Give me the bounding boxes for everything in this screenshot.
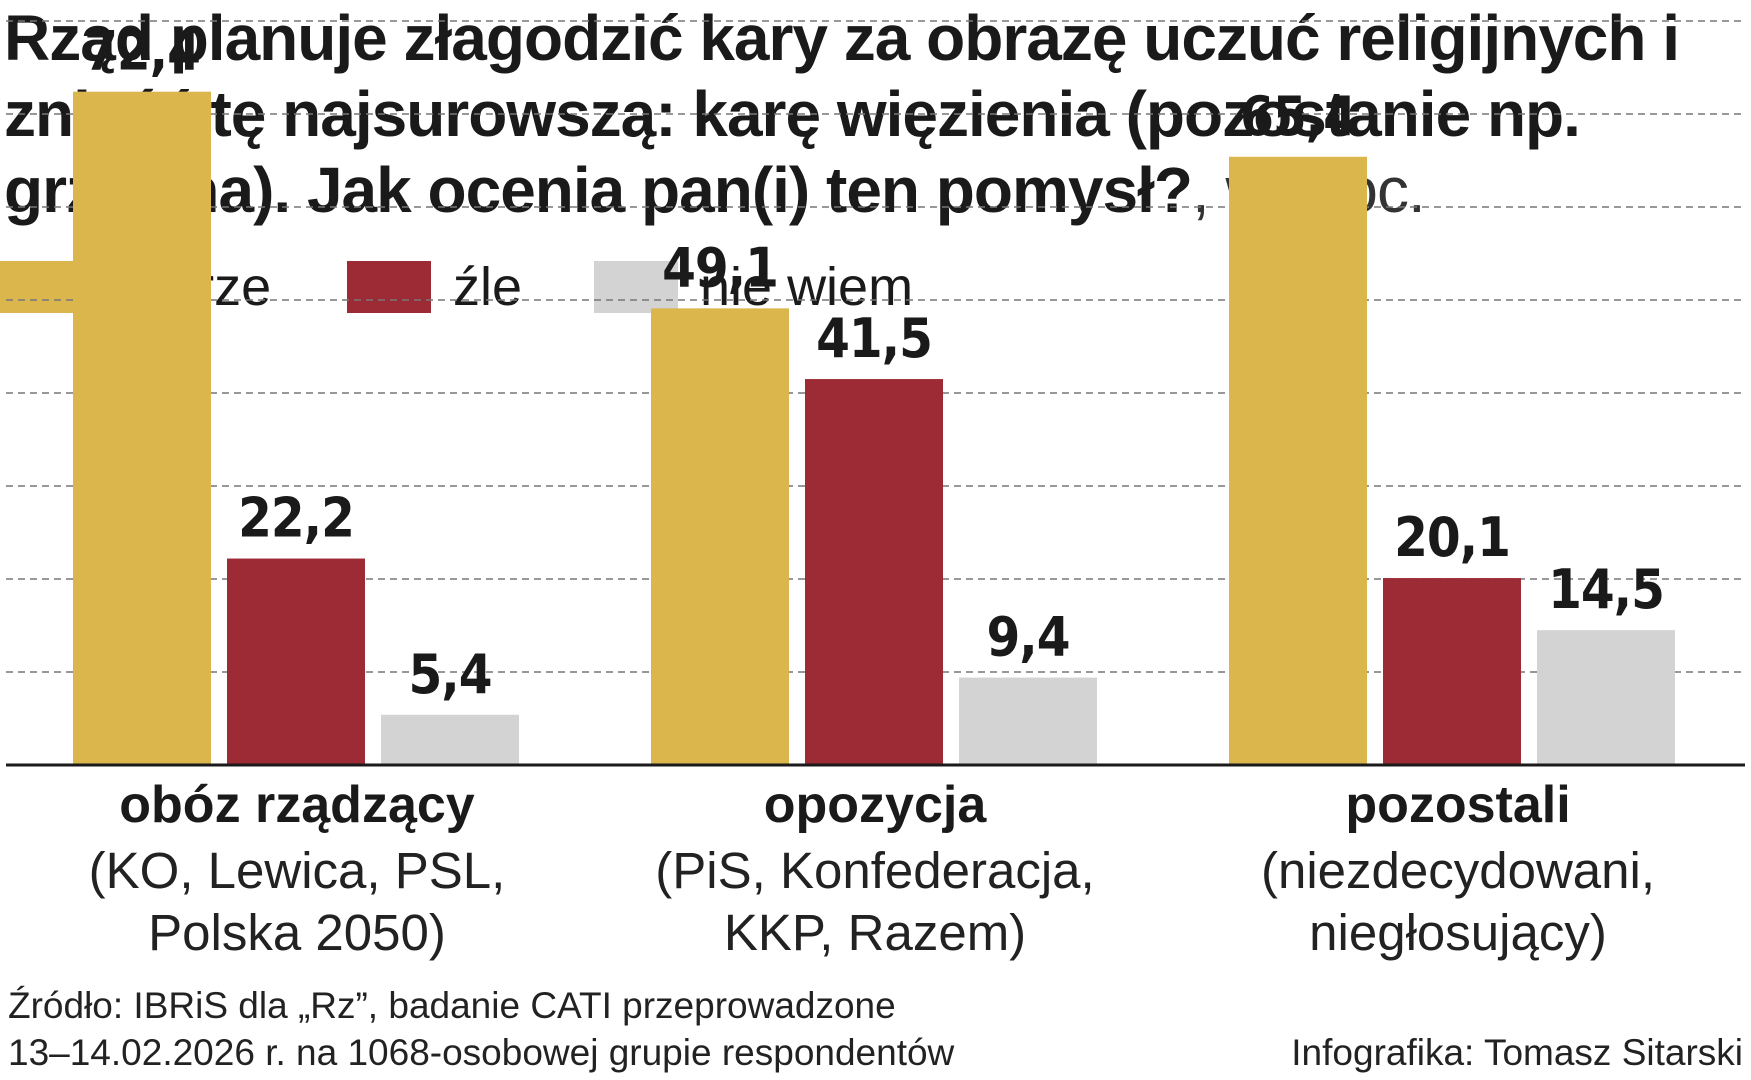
- legend-item-zle: źle: [347, 256, 522, 318]
- data-label-nie_wiem-2: 9,4: [986, 606, 1069, 669]
- category-label-3: pozostali: [1345, 776, 1570, 834]
- infographic-credit: Infografika: Tomasz Sitarski: [1291, 1032, 1743, 1073]
- category-sublabel-2-1: (PiS, Konfederacja,: [655, 842, 1094, 899]
- data-label-dobrze-1: 72,4: [84, 20, 200, 83]
- legend-swatch-nie-wiem: [594, 261, 678, 313]
- data-label-zle-2: 41,5: [816, 307, 932, 370]
- category-sublabel-1-2: Polska 2050): [148, 904, 446, 961]
- category-sublabel-3-1: (niezdecydowani,: [1261, 842, 1655, 899]
- legend-item-nie-wiem: nie wiem: [594, 256, 913, 318]
- legend-label-nie-wiem: nie wiem: [700, 257, 914, 317]
- data-label-nie_wiem-1: 5,4: [408, 643, 491, 706]
- bar-dobrze-1: [73, 91, 211, 766]
- bar-dobrze-3: [1229, 156, 1367, 765]
- data-label-nie_wiem-3: 14,5: [1548, 558, 1664, 621]
- category-sublabel-1-1: (KO, Lewica, PSL,: [89, 842, 506, 899]
- bar-nie_wiem-1: [381, 714, 519, 765]
- legend-swatch-dobrze: [0, 261, 84, 313]
- data-label-zle-1: 22,2: [238, 487, 354, 550]
- data-label-zle-3: 20,1: [1394, 506, 1510, 569]
- data-label-dobrze-3: 65,4: [1240, 85, 1356, 148]
- bar-zle-3: [1383, 578, 1521, 765]
- legend-swatch-zle: [347, 261, 431, 313]
- category-label-1: obóz rządzący: [119, 776, 474, 834]
- bar-dobrze-2: [651, 308, 789, 765]
- bar-zle-1: [227, 558, 365, 765]
- legend-label-zle: źle: [453, 257, 523, 317]
- source-line-2: 13–14.02.2026 r. na 1068-osobowej grupie…: [8, 1032, 955, 1073]
- category-sublabel-2-2: KKP, Razem): [724, 904, 1026, 961]
- source-note: Źródło: IBRiS dla „Rz”, badanie CATI prz…: [8, 982, 954, 1076]
- bar-zle-2: [805, 379, 943, 765]
- bar-nie_wiem-2: [959, 677, 1097, 765]
- data-label-dobrze-2: 49,1: [662, 236, 778, 299]
- source-line-1: Źródło: IBRiS dla „Rz”, badanie CATI prz…: [8, 985, 896, 1026]
- category-sublabel-3-2: niegłosujący): [1309, 904, 1607, 961]
- category-label-2: opozycja: [764, 776, 988, 834]
- bar-chart: 72,4 49,1 65,4 22,2 41,5 20,1 5,4 9,4 14,5 obóz r…: [6, 20, 1745, 961]
- bar-nie_wiem-3: [1537, 630, 1675, 765]
